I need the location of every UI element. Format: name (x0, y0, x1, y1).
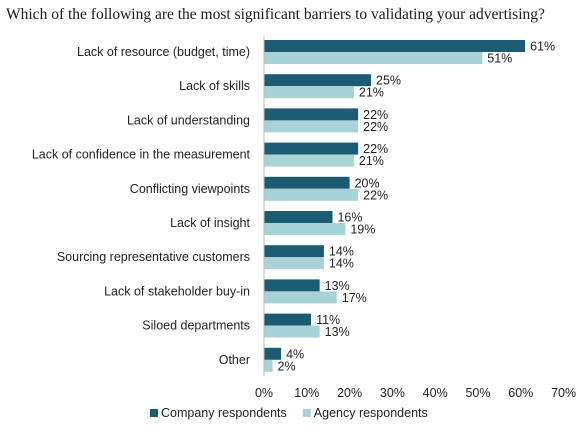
bar (264, 211, 333, 223)
bar (264, 52, 483, 64)
chart-title: Which of the following are the most sign… (6, 6, 545, 23)
bar (264, 86, 354, 99)
data-label: 22% (363, 188, 388, 202)
category-label: Sourcing representative customers (57, 250, 250, 264)
data-label: 22% (363, 120, 388, 134)
x-tick-label: 20% (337, 386, 362, 400)
category-label: Conflicting viewpoints (130, 182, 250, 196)
category-label: Lack of understanding (127, 113, 250, 127)
category-label: Lack of confidence in the measurement (32, 148, 251, 162)
bar (264, 74, 371, 87)
data-label: 13% (325, 325, 350, 339)
data-label: 21% (359, 154, 384, 168)
x-tick-label: 40% (423, 386, 448, 400)
category-label: Lack of insight (170, 216, 250, 230)
legend-label: Company respondents (161, 406, 287, 420)
data-label: 19% (350, 223, 375, 237)
bar (264, 245, 324, 258)
data-label: 4% (286, 347, 304, 361)
data-label: 17% (342, 291, 367, 305)
data-label: 14% (329, 245, 354, 259)
data-label: 22% (363, 108, 388, 122)
data-label: 51% (487, 52, 512, 66)
category-label: Siloed departments (142, 319, 250, 333)
legend-swatch (302, 409, 311, 417)
x-tick-label: 0% (255, 386, 273, 400)
data-label: 25% (376, 74, 401, 88)
bar (264, 359, 273, 372)
bar (264, 120, 359, 133)
bar (264, 142, 359, 155)
x-tick-label: 70% (551, 386, 576, 400)
bar (264, 313, 312, 326)
bar (264, 325, 320, 338)
bar (264, 108, 359, 121)
bar (264, 257, 324, 270)
bar (264, 291, 337, 304)
data-label: 16% (337, 211, 362, 225)
data-label: 13% (325, 279, 350, 293)
bar (264, 188, 359, 201)
bar (264, 176, 350, 189)
data-label: 20% (355, 176, 380, 190)
bar (264, 279, 320, 292)
data-label: 21% (359, 86, 384, 100)
x-tick-label: 50% (465, 386, 490, 400)
x-tick-label: 60% (508, 386, 533, 400)
category-label: Lack of skills (179, 79, 250, 93)
bar (264, 347, 282, 360)
bar (264, 40, 526, 52)
data-label: 11% (316, 313, 340, 327)
category-label: Lack of resource (budget, time) (77, 45, 250, 59)
bar (264, 223, 346, 235)
legend-label: Agency respondents (314, 406, 428, 420)
bar (264, 154, 354, 167)
data-label: 61% (530, 40, 555, 54)
legend-swatch (150, 409, 158, 417)
x-tick-label: 10% (294, 386, 319, 400)
category-label: Lack of stakeholder buy-in (104, 284, 250, 298)
x-tick-label: 30% (380, 386, 405, 400)
category-label: Other (219, 353, 250, 367)
data-label: 14% (329, 257, 354, 271)
data-label: 2% (278, 359, 296, 373)
data-label: 22% (363, 142, 388, 156)
